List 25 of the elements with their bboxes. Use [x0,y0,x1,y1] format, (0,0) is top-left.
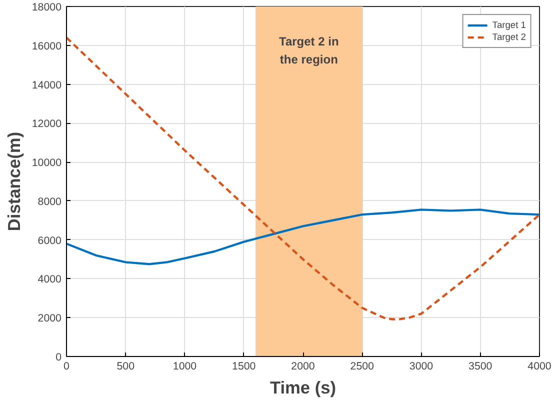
y-tick-label: 4000 [38,274,62,286]
x-tick-label: 3000 [409,360,434,372]
x-tick-label: 2000 [291,360,315,372]
x-tick-label: 4000 [528,360,552,372]
x-tick-label: 3500 [468,360,492,372]
legend-label: Target 2 [492,31,526,43]
y-tick-label: 6000 [38,234,62,247]
x-tick-label: 500 [116,360,135,372]
y-tick-label: 8000 [38,196,62,208]
band-label: Target 2 in the region [279,34,339,67]
y-tick-label: 0 [56,352,62,364]
y-tick-label: 16000 [32,40,62,52]
x-tick-label: 2500 [350,360,374,372]
line-series [66,208,540,266]
y-tick-label: 14000 [32,79,62,92]
y-tick-label: 2000 [38,312,62,325]
y-axis-title: Distance(m) [4,132,24,232]
x-tick-label: 0 [64,360,70,372]
y-tick-label: 12000 [32,118,62,130]
x-axis-title: Time (s) [270,378,336,398]
legend-label: Target 1 [492,19,526,31]
x-tick-label: 1000 [172,360,197,372]
y-tick-label: 18000 [32,2,62,14]
x-tick-label: 1500 [232,360,256,372]
y-tick-label: 10000 [32,157,62,170]
